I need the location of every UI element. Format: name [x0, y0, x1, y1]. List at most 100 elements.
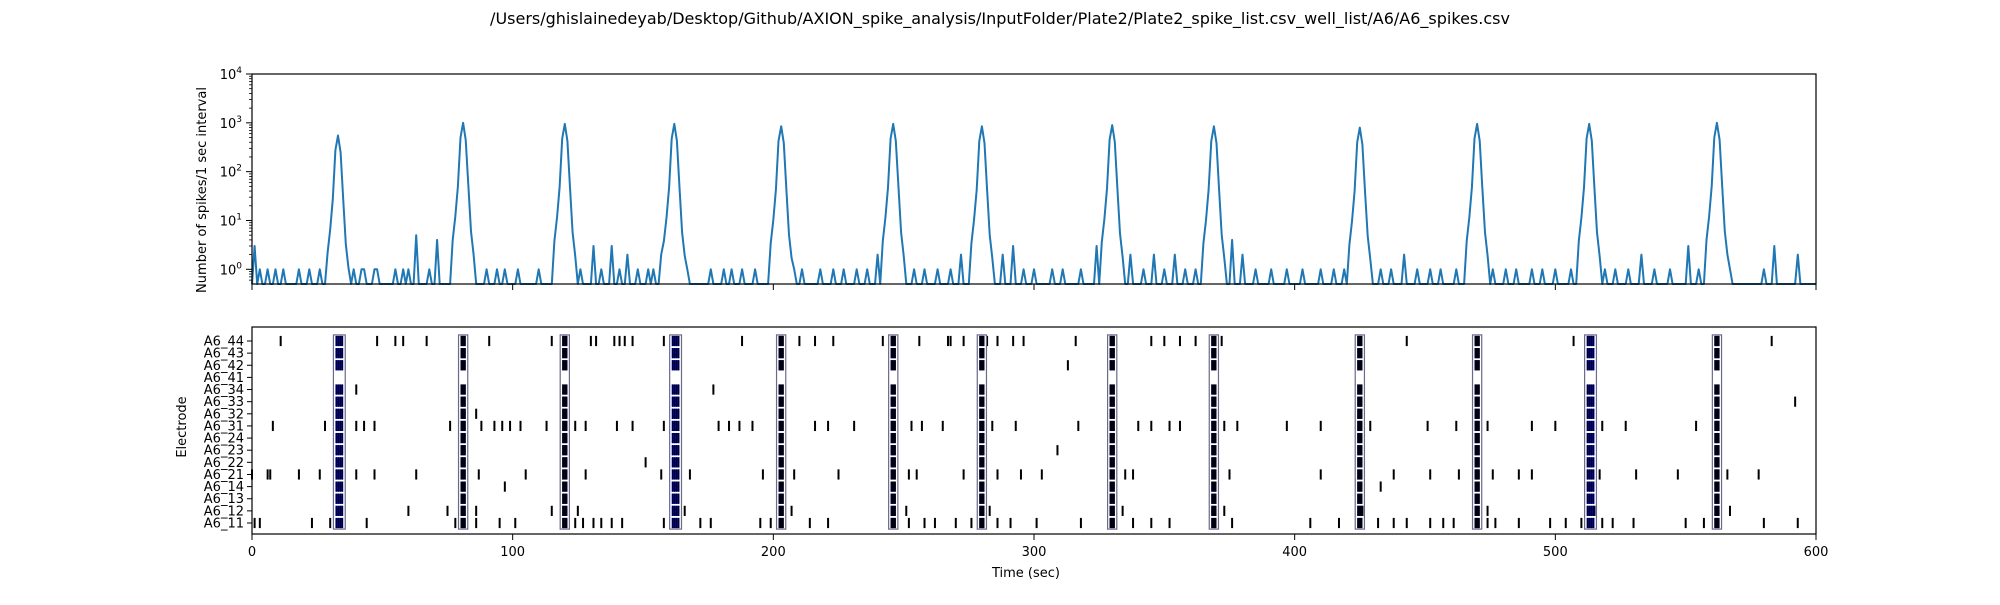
- bottom-x-axis-label: Time (sec): [991, 566, 1060, 581]
- burst-electrode-segment: [562, 505, 568, 516]
- burst-electrode-segment: [778, 420, 784, 432]
- burst-electrode-segment: [1211, 517, 1217, 529]
- burst-electrode-segment: [562, 408, 568, 419]
- burst-electrode-segment: [335, 481, 344, 492]
- burst-electrode-segment: [979, 335, 985, 347]
- burst-electrode-segment: [1714, 432, 1720, 444]
- burst-electrode-segment: [562, 445, 568, 456]
- burst-electrode-segment: [979, 493, 985, 504]
- burst-electrode-segment: [1586, 469, 1595, 480]
- burst-electrode-segment: [1474, 493, 1480, 504]
- burst-electrode-segment: [1714, 335, 1720, 347]
- top-y-tick-label: 100: [220, 261, 243, 278]
- bottom-x-tick-label: 500: [1543, 545, 1568, 560]
- burst-electrode-segment: [1714, 396, 1720, 407]
- burst-electrode-segment: [335, 396, 344, 407]
- burst-electrode-segment: [1474, 348, 1480, 359]
- electrode-label: A6_33: [204, 395, 244, 410]
- burst-electrode-segment: [778, 469, 784, 480]
- burst-electrode-segment: [1586, 493, 1595, 504]
- burst-electrode-segment: [1109, 384, 1115, 395]
- electrode-label: A6_13: [204, 492, 244, 507]
- burst-electrode-segment: [562, 384, 568, 395]
- burst-electrode-segment: [335, 517, 344, 529]
- electrode-label: A6_34: [204, 383, 244, 398]
- burst-electrode-segment: [1474, 335, 1480, 347]
- burst-electrode-segment: [890, 360, 896, 371]
- burst-electrode-segment: [335, 505, 344, 516]
- burst-electrode-segment: [1586, 408, 1595, 419]
- burst-electrode-segment: [890, 457, 896, 468]
- burst-electrode-segment: [1211, 493, 1217, 504]
- burst-electrode-segment: [1211, 469, 1217, 480]
- network-burst-6: [888, 334, 899, 530]
- burst-electrode-segment: [778, 445, 784, 456]
- burst-electrode-segment: [671, 493, 680, 504]
- burst-electrode-segment: [1109, 445, 1115, 456]
- burst-electrode-segment: [671, 384, 680, 395]
- burst-electrode-segment: [890, 445, 896, 456]
- network-burst-9: [1208, 334, 1220, 530]
- burst-electrode-segment: [1586, 335, 1595, 347]
- burst-electrode-segment: [562, 481, 568, 492]
- burst-electrode-segment: [1109, 360, 1115, 371]
- burst-electrode-segment: [1109, 348, 1115, 359]
- burst-electrode-segment: [562, 360, 568, 371]
- burst-electrode-segment: [460, 360, 466, 371]
- burst-electrode-segment: [1109, 481, 1115, 492]
- burst-electrode-segment: [890, 348, 896, 359]
- burst-electrode-segment: [890, 493, 896, 504]
- electrode-label: A6_32: [204, 407, 244, 422]
- burst-electrode-segment: [671, 348, 680, 359]
- burst-electrode-segment: [778, 432, 784, 444]
- burst-electrode-segment: [1211, 505, 1217, 516]
- burst-electrode-segment: [562, 457, 568, 468]
- burst-electrode-segment: [778, 493, 784, 504]
- burst-electrode-segment: [671, 432, 680, 444]
- top-y-tick-label: 101: [220, 212, 242, 229]
- burst-electrode-segment: [890, 408, 896, 419]
- bottom-x-tick-label: 400: [1282, 545, 1307, 560]
- burst-electrode-segment: [1109, 432, 1115, 444]
- burst-electrode-segment: [890, 432, 896, 444]
- burst-electrode-segment: [1714, 517, 1720, 529]
- burst-electrode-segment: [1714, 408, 1720, 419]
- burst-electrode-segment: [335, 420, 344, 432]
- burst-electrode-segment: [1714, 481, 1720, 492]
- burst-electrode-segment: [979, 469, 985, 480]
- burst-electrode-segment: [979, 505, 985, 516]
- burst-electrode-segment: [1357, 457, 1363, 468]
- burst-electrode-segment: [1474, 432, 1480, 444]
- electrode-label: A6_42: [204, 359, 244, 374]
- burst-electrode-segment: [460, 505, 466, 516]
- burst-electrode-segment: [671, 469, 680, 480]
- burst-electrode-segment: [1586, 396, 1595, 407]
- burst-electrode-segment: [979, 348, 985, 359]
- burst-electrode-segment: [1714, 505, 1720, 516]
- electrode-label: A6_22: [204, 456, 244, 471]
- burst-electrode-segment: [460, 408, 466, 419]
- raster-panel: A6_11A6_12A6_13A6_14A6_21A6_22A6_23A6_24…: [175, 326, 1829, 581]
- burst-electrode-segment: [890, 384, 896, 395]
- burst-electrode-segment: [460, 396, 466, 407]
- burst-electrode-segment: [671, 408, 680, 419]
- burst-electrode-segment: [1474, 469, 1480, 480]
- burst-electrode-segment: [1357, 481, 1363, 492]
- network-burst-10: [1354, 334, 1366, 530]
- burst-electrode-segment: [460, 481, 466, 492]
- burst-electrode-segment: [979, 420, 985, 432]
- burst-electrode-segment: [335, 408, 344, 419]
- burst-electrode-segment: [1714, 420, 1720, 432]
- figure-title: /Users/ghislainedeyab/Desktop/Github/AXI…: [490, 9, 1510, 29]
- network-burst-12: [1584, 334, 1598, 530]
- burst-electrode-segment: [979, 457, 985, 468]
- burst-electrode-segment: [1357, 469, 1363, 480]
- network-burst-8: [1106, 334, 1118, 530]
- bottom-x-tick-label: 600: [1804, 545, 1829, 560]
- burst-electrode-segment: [1586, 420, 1595, 432]
- burst-electrode-segment: [1109, 408, 1115, 419]
- bottom-x-tick-label: 0: [248, 545, 256, 560]
- burst-electrode-segment: [1586, 432, 1595, 444]
- burst-electrode-segment: [1357, 420, 1363, 432]
- top-y-axis-label: Number of spikes/1 sec interval: [195, 87, 210, 293]
